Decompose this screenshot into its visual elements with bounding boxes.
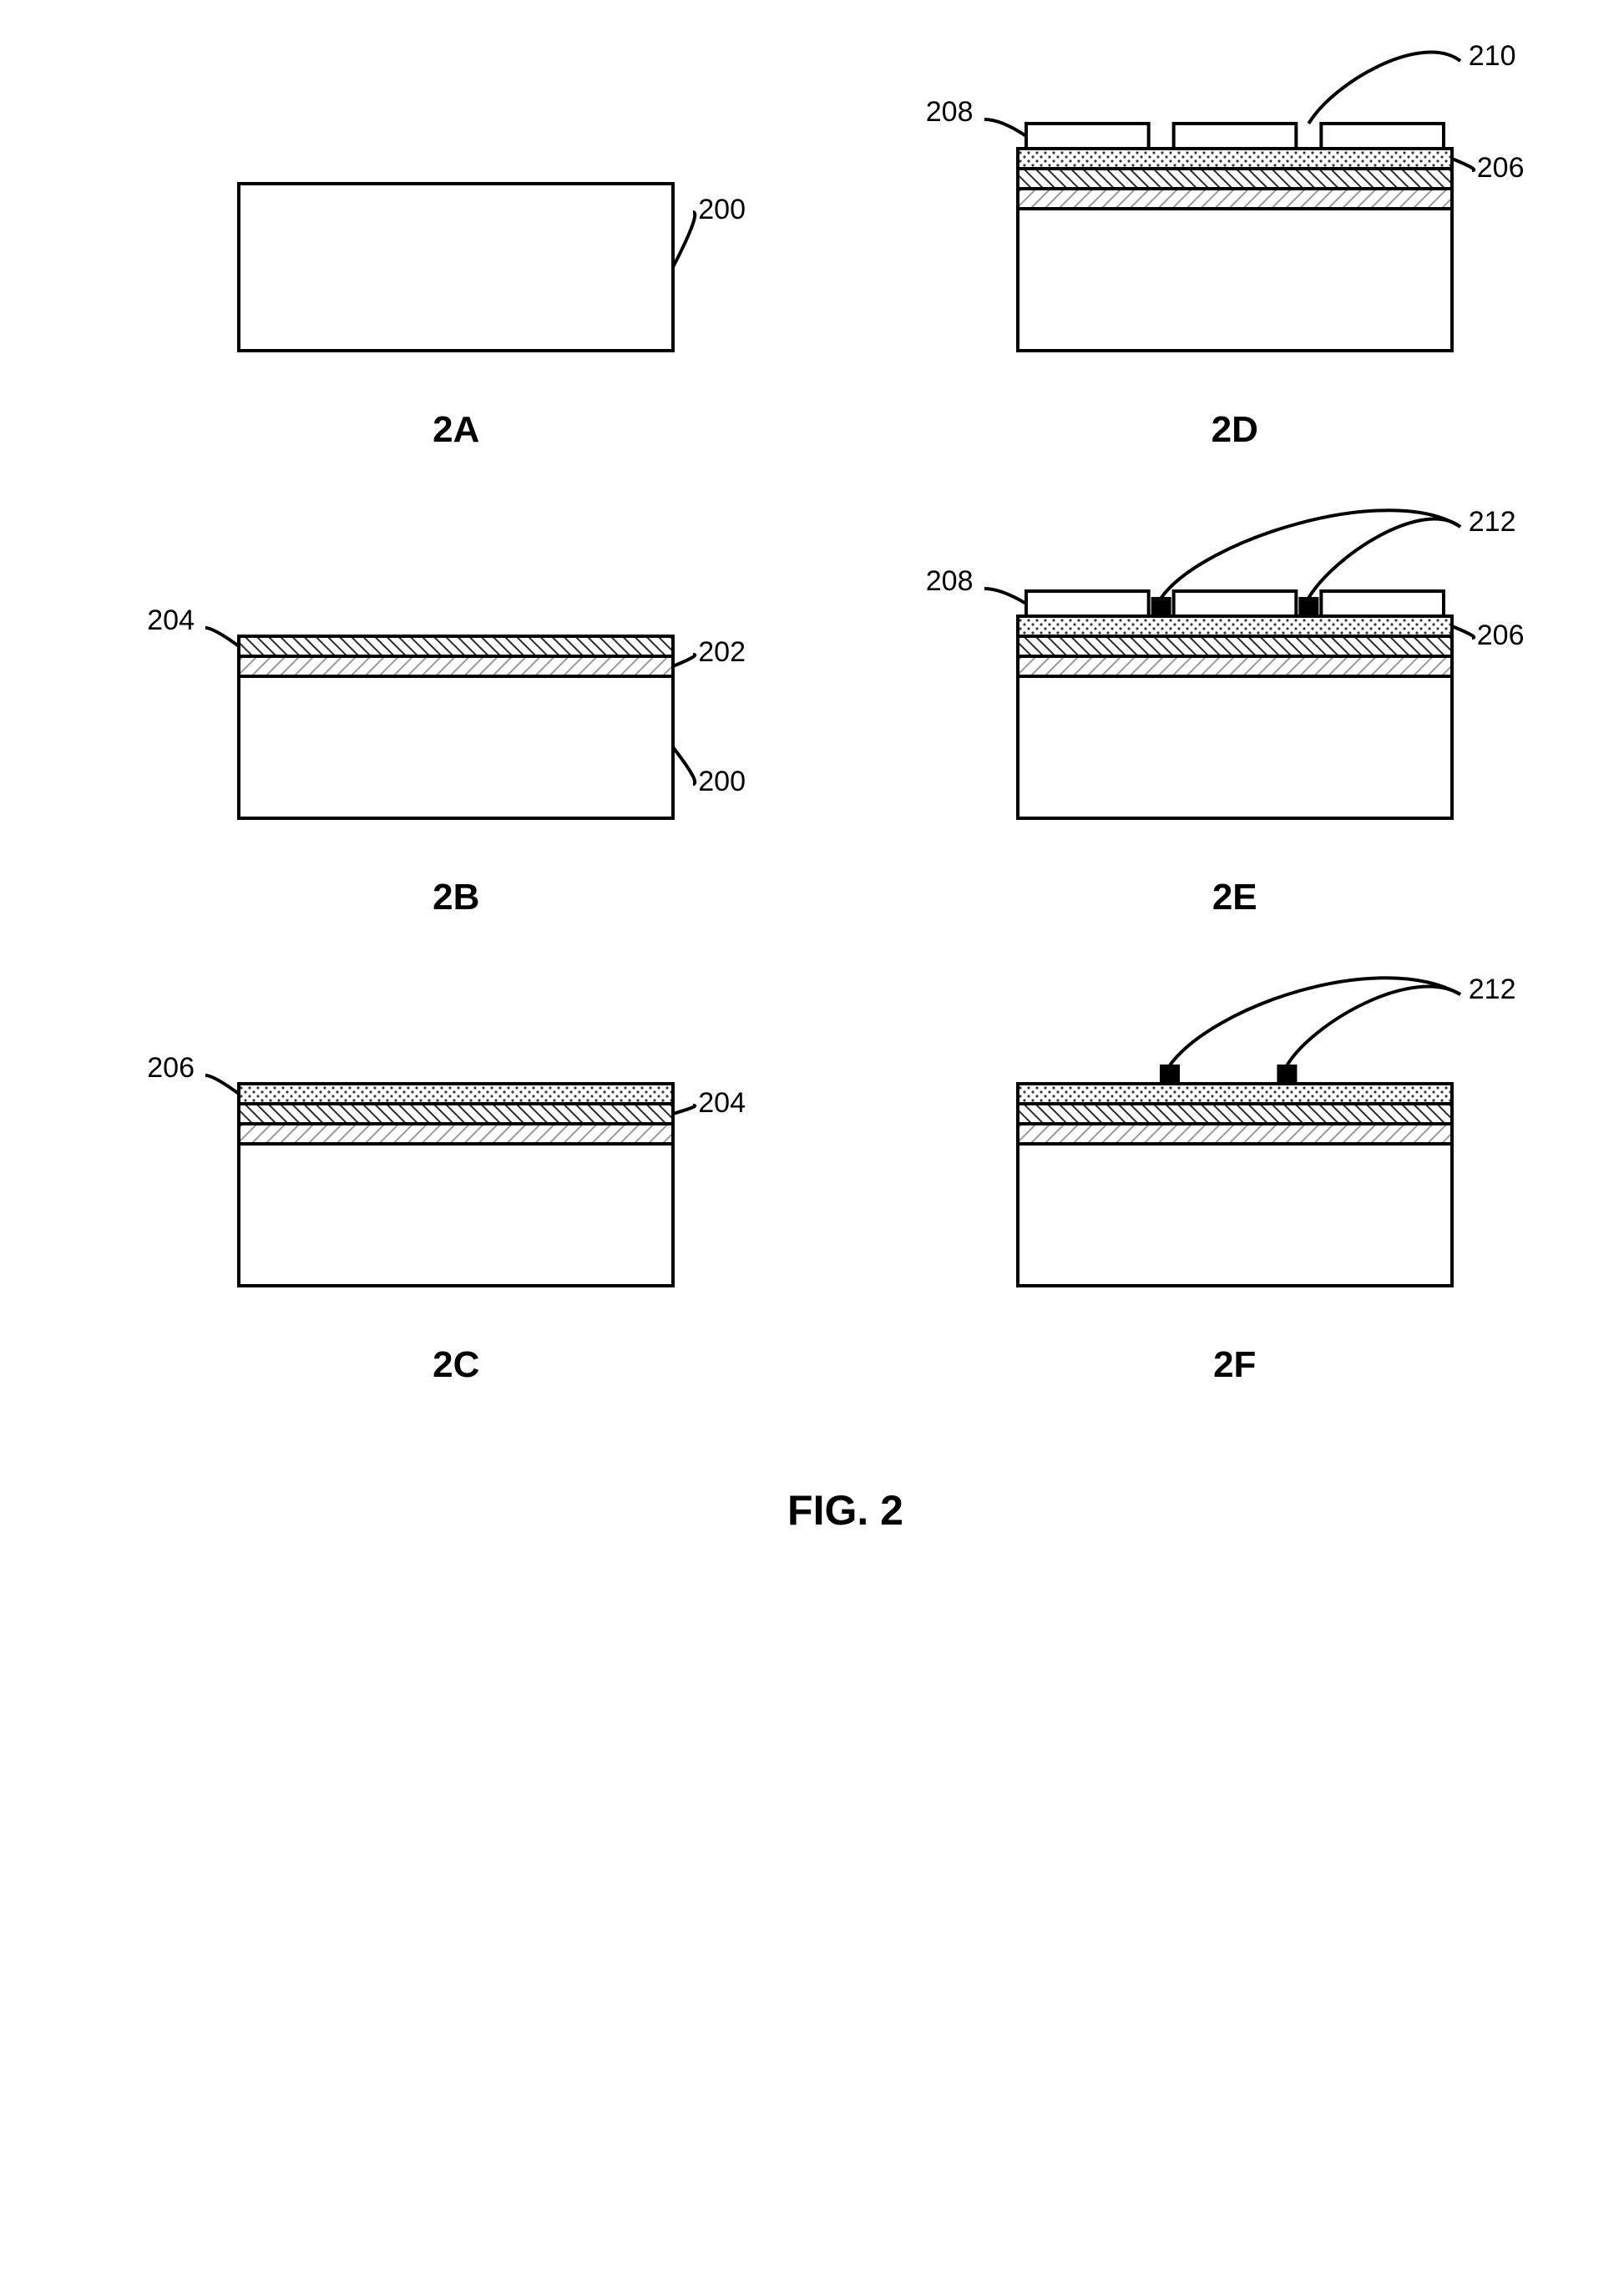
panel-2B-wrap: 204202200 xyxy=(205,551,706,852)
panel-cell-2E: 208212206 2E xyxy=(913,551,1558,918)
panel-2C-svg xyxy=(205,1019,706,1319)
panel-2D-wrap: 208210206 xyxy=(984,83,1485,384)
callout-212: 212 xyxy=(1469,506,1516,539)
callout-206: 206 xyxy=(1477,152,1525,185)
panel-2A-label: 2A xyxy=(433,409,479,451)
panel-cell-2C: 206204 2C xyxy=(134,1019,779,1386)
panel-2F-wrap: 212 xyxy=(984,1019,1485,1319)
panel-2D-label: 2D xyxy=(1212,409,1258,451)
panel-2E-label: 2E xyxy=(1212,877,1257,918)
panel-2F-label: 2F xyxy=(1213,1344,1256,1386)
callout-204: 204 xyxy=(698,1087,746,1120)
callout-208: 208 xyxy=(926,565,974,598)
callout-202: 202 xyxy=(698,636,746,669)
callout-204: 204 xyxy=(147,604,195,637)
panel-2E-wrap: 208212206 xyxy=(984,551,1485,852)
panel-2C-wrap: 206204 xyxy=(205,1019,706,1319)
panel-grid: 200 2A 208210206 2D 204202200 2B 2082122… xyxy=(33,33,1624,1436)
panel-2B-svg xyxy=(205,551,706,852)
panel-2D-svg xyxy=(984,83,1485,384)
panel-cell-2B: 204202200 2B xyxy=(134,551,779,918)
figure-caption: FIG. 2 xyxy=(33,1486,1624,1535)
panel-2A-svg xyxy=(205,83,706,384)
callout-200: 200 xyxy=(698,766,746,798)
panel-2C-label: 2C xyxy=(433,1344,479,1386)
panel-2A-wrap: 200 xyxy=(205,83,706,384)
callout-206: 206 xyxy=(1477,620,1525,652)
callout-212: 212 xyxy=(1469,974,1516,1006)
panel-cell-2D: 208210206 2D xyxy=(913,83,1558,451)
panel-cell-2F: 212 2F xyxy=(913,1019,1558,1386)
callout-208: 208 xyxy=(926,96,974,129)
panel-2F-svg xyxy=(984,1019,1485,1319)
callout-206: 206 xyxy=(147,1052,195,1085)
panel-2B-label: 2B xyxy=(433,877,479,918)
callout-200: 200 xyxy=(698,194,746,226)
figure-2: 200 2A 208210206 2D 204202200 2B 2082122… xyxy=(33,33,1624,1535)
panel-2E-svg xyxy=(984,551,1485,852)
callout-210: 210 xyxy=(1469,40,1516,73)
panel-cell-2A: 200 2A xyxy=(134,83,779,451)
